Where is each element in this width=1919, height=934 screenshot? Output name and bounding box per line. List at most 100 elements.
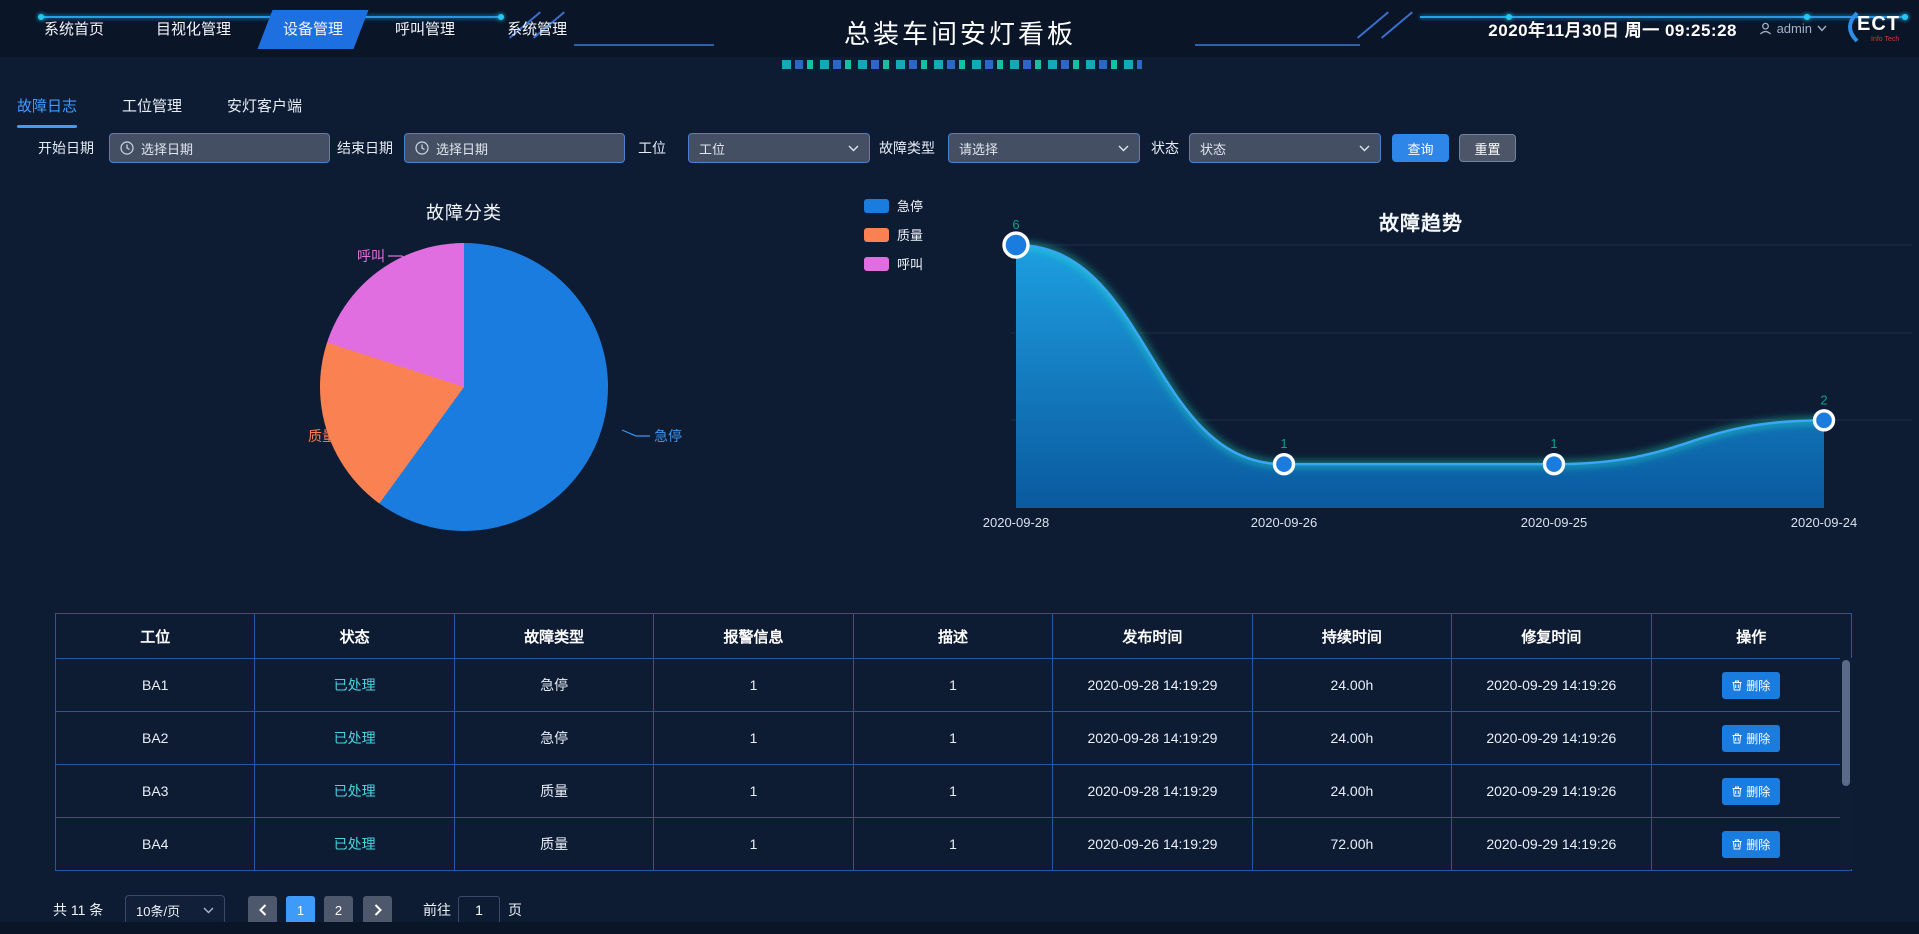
user-icon	[1759, 22, 1771, 35]
logo-swoosh-icon	[1848, 11, 1859, 43]
table-cell: 已处理	[255, 818, 455, 870]
delete-button[interactable]: 删除	[1722, 777, 1781, 805]
trend-point[interactable]	[1272, 452, 1296, 476]
table-cell: 2020-09-29 14:19:26	[1452, 712, 1652, 764]
table-cell: BA3	[56, 765, 256, 817]
fault-type-select[interactable]: 请选择	[948, 133, 1140, 163]
end-date-input[interactable]: 选择日期	[404, 133, 625, 163]
logo-text: ECT	[1857, 13, 1900, 35]
legend-swatch-estop	[864, 198, 889, 213]
fault-log-table: 工位 状态 故障类型 报警信息 描述 发布时间 持续时间 修复时间 操作 BA1…	[55, 613, 1852, 871]
table-cell: 2020-09-29 14:19:26	[1452, 818, 1652, 870]
reset-button[interactable]: 重置	[1459, 134, 1516, 162]
col-header-fault-type: 故障类型	[455, 614, 655, 658]
trash-icon	[1732, 786, 1742, 796]
trend-point[interactable]	[1002, 231, 1030, 259]
col-header-description: 描述	[854, 614, 1054, 658]
tab-station-mgmt[interactable]: 工位管理	[122, 98, 183, 115]
trend-x-label: 2020-09-28	[983, 515, 1050, 530]
status-label: 状态	[1151, 140, 1179, 156]
table-row: BA1 已处理 急停 1 1 2020-09-28 14:19:29 24.00h 2020-…	[56, 658, 1851, 711]
status-select-value: 状态	[1200, 141, 1227, 157]
legend-label: 质量	[897, 228, 924, 243]
deco-line	[574, 44, 714, 46]
trend-point-label: 1	[1280, 436, 1287, 451]
pagination: 共 11 条 10条/页 1 2 前往 页	[0, 895, 1919, 925]
trash-icon	[1732, 680, 1742, 690]
table-cell: 2020-09-28 14:19:29	[1053, 712, 1253, 764]
table-cell: 1	[654, 765, 854, 817]
prev-page-button[interactable]	[248, 896, 277, 924]
col-header-repair-time: 修复时间	[1452, 614, 1652, 658]
deco-dot	[1804, 14, 1810, 20]
goto-page-input[interactable]	[458, 896, 500, 924]
trash-icon	[1732, 733, 1742, 743]
start-date-input[interactable]: 选择日期	[109, 133, 330, 163]
col-header-status: 状态	[255, 614, 455, 658]
col-header-duration: 持续时间	[1253, 614, 1453, 658]
table-cell: 1	[854, 765, 1054, 817]
table-header-row: 工位 状态 故障类型 报警信息 描述 发布时间 持续时间 修复时间 操作	[56, 614, 1851, 658]
next-page-button[interactable]	[363, 896, 392, 924]
table-cell: 2020-09-28 14:19:29	[1053, 659, 1253, 711]
nav-item-call-mgmt[interactable]: 呼叫管理	[395, 21, 456, 38]
page-button-1[interactable]: 1	[286, 896, 315, 924]
table-cell: 24.00h	[1253, 765, 1453, 817]
trend-chart[interactable]: 6 2020-09-28 1 2020-09-26 1 2020-09-25 2 2020-0…	[780, 150, 1919, 545]
col-header-publish-time: 发布时间	[1053, 614, 1253, 658]
delete-button[interactable]: 删除	[1722, 671, 1781, 699]
status-select[interactable]: 状态	[1189, 133, 1381, 163]
title-equalizer-decoration	[782, 60, 1142, 69]
deco-dot	[498, 14, 504, 20]
page-button-2[interactable]: 2	[324, 896, 353, 924]
filter-bar: 开始日期 选择日期 结束日期 选择日期 工位 工位 故障类型 请选择	[0, 133, 1919, 163]
end-date-placeholder: 选择日期	[436, 141, 489, 157]
trend-points: 6 2020-09-28 1 2020-09-26 1 2020-09-25 2 2020-0…	[983, 217, 1858, 530]
col-header-station: 工位	[56, 614, 256, 658]
page-size-select[interactable]: 10条/页	[125, 895, 225, 925]
table-scrollbar[interactable]	[1840, 658, 1852, 869]
table-cell: BA4	[56, 818, 256, 870]
table-cell: 2020-09-29 14:19:26	[1452, 765, 1652, 817]
table-cell: 72.00h	[1253, 818, 1453, 870]
legend-item-call[interactable]: 呼叫	[864, 254, 923, 273]
pie-leader-estop	[621, 429, 650, 437]
legend-item-quality[interactable]: 质量	[864, 225, 923, 244]
delete-button[interactable]: 删除	[1722, 724, 1781, 752]
trend-point[interactable]	[1812, 409, 1836, 432]
station-select-value: 工位	[699, 141, 726, 157]
nav-item-visual-mgmt[interactable]: 目视化管理	[156, 21, 232, 38]
pie-chart[interactable]	[320, 243, 608, 531]
tab-andon-client[interactable]: 安灯客户端	[227, 98, 303, 115]
trend-point-label: 2	[1820, 392, 1827, 407]
fault-type-label: 故障类型	[879, 140, 935, 156]
legend-item-estop[interactable]: 急停	[864, 196, 923, 215]
delete-button-label: 删除	[1746, 731, 1771, 746]
delete-button-label: 删除	[1746, 784, 1771, 799]
trend-x-label: 2020-09-26	[1251, 515, 1318, 530]
user-menu[interactable]: admin	[1759, 0, 1827, 57]
table-cell: 已处理	[255, 659, 455, 711]
chevron-down-icon	[203, 907, 214, 913]
username: admin	[1776, 21, 1812, 36]
tab-fault-log[interactable]: 故障日志	[17, 95, 78, 128]
station-select[interactable]: 工位	[688, 133, 870, 163]
nav-item-home[interactable]: 系统首页	[44, 21, 105, 38]
nav-item-equipment-mgmt[interactable]: 设备管理	[269, 8, 357, 49]
nav-item-system-mgmt[interactable]: 系统管理	[507, 21, 568, 38]
table-cell: 1	[654, 712, 854, 764]
col-header-actions: 操作	[1736, 628, 1767, 646]
legend-label: 急停	[897, 199, 924, 214]
trend-point-label: 6	[1012, 217, 1019, 232]
trend-area	[1016, 245, 1824, 508]
table-cell: 24.00h	[1253, 659, 1453, 711]
table-cell-actions: 删除	[1652, 712, 1851, 764]
trend-point[interactable]	[1542, 452, 1566, 476]
search-button[interactable]: 查询	[1392, 134, 1449, 162]
table-cell: 已处理	[255, 712, 455, 764]
table-scrollbar-thumb[interactable]	[1842, 660, 1850, 786]
delete-button[interactable]: 删除	[1722, 830, 1781, 858]
table-cell: 1	[654, 659, 854, 711]
datetime-display: 2020年11月30日 周一 09:25:28	[1488, 21, 1737, 40]
